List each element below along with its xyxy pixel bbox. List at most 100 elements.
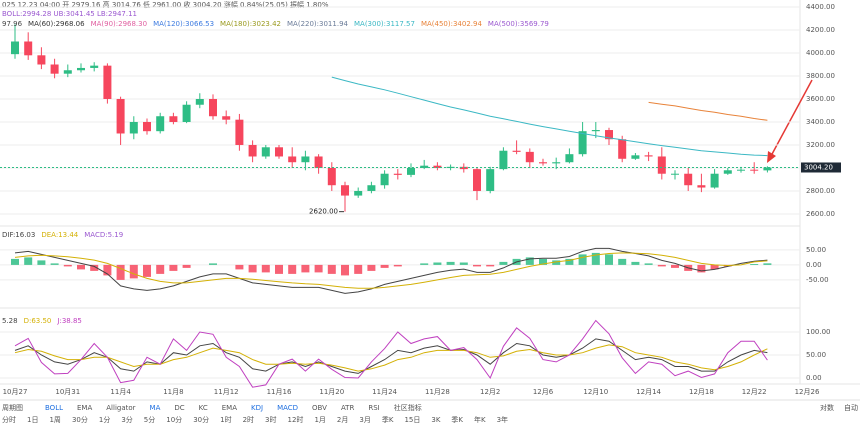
- x-tick-label: 11月16: [267, 388, 292, 396]
- x-tick-label: 12月6: [533, 388, 554, 396]
- macd-bar: [710, 264, 719, 270]
- macd-bar: [433, 262, 442, 265]
- indicator-line: [14, 344, 768, 372]
- boll-header: BOLL:2994.28 UB:3041.45 LB:2947.11: [2, 10, 137, 18]
- period-tab[interactable]: 1周: [49, 416, 60, 424]
- period-tab[interactable]: 季K: [451, 415, 463, 424]
- macd-bar: [697, 264, 706, 273]
- candle-body: [354, 190, 363, 196]
- candle-body: [459, 166, 468, 170]
- period-tab[interactable]: 30分: [193, 415, 209, 424]
- macd-bar: [182, 264, 191, 268]
- indicator-tab[interactable]: RSI: [368, 404, 379, 412]
- indicator-tab[interactable]: EMA: [222, 404, 237, 412]
- candle-body: [195, 98, 204, 105]
- period-tab[interactable]: 15日: [404, 416, 420, 424]
- indicator-tab[interactable]: KC: [199, 404, 208, 412]
- macd-bar: [539, 258, 547, 265]
- period-tab[interactable]: 3年: [497, 415, 508, 424]
- candle-body: [697, 185, 706, 188]
- candle-body: [512, 150, 521, 152]
- period-tab[interactable]: 2时: [243, 415, 254, 424]
- macd-bar: [248, 264, 257, 273]
- period-tab[interactable]: 季K: [382, 415, 394, 424]
- period-tab[interactable]: 2月: [337, 416, 348, 424]
- period-tab[interactable]: 3时: [265, 415, 276, 424]
- scale-toggle[interactable]: 对数: [820, 403, 834, 412]
- candle-body: [605, 130, 613, 140]
- period-tab[interactable]: 年K: [474, 415, 486, 424]
- indicator-tab[interactable]: KDJ: [251, 404, 263, 412]
- ohlc-header: 025 12.23 04:00 开 2979.16 高 3014.76 低 29…: [2, 0, 329, 9]
- period-tab[interactable]: 3分: [121, 415, 132, 424]
- x-tick-label: 11月4: [110, 388, 131, 396]
- macd-bar: [11, 258, 19, 265]
- candle-body: [486, 169, 495, 191]
- macd-bar: [261, 264, 270, 273]
- candle-body: [631, 155, 640, 159]
- indicator-tab[interactable]: MA: [150, 404, 161, 412]
- macd-bar: [499, 261, 508, 265]
- candle-body: [63, 70, 72, 74]
- period-tab[interactable]: 12时: [288, 415, 304, 424]
- macd-bar: [552, 260, 561, 265]
- macd-bar: [301, 264, 310, 273]
- period-tab[interactable]: 1月: [314, 416, 325, 424]
- period-tab[interactable]: 1时: [220, 415, 231, 424]
- x-tick-label: 11月24: [372, 388, 397, 396]
- candle-body: [129, 121, 138, 134]
- macd-bar: [50, 263, 59, 265]
- period-tab[interactable]: 5分: [144, 415, 155, 424]
- indicator-tab[interactable]: EMA: [77, 404, 92, 412]
- scale-toggle[interactable]: 自动: [844, 403, 858, 412]
- legend-entry: MA(120):3066.53: [153, 20, 214, 28]
- candle-body: [393, 173, 402, 175]
- indicator-tab[interactable]: ATR: [341, 404, 355, 412]
- macd-bar: [420, 263, 429, 265]
- legend-entry: MA(500):3569.79: [488, 20, 549, 28]
- candle-body: [341, 185, 349, 196]
- indicator-tab[interactable]: MACD: [277, 404, 298, 412]
- macd-bar: [327, 264, 336, 274]
- macd-bar: [459, 262, 468, 265]
- candle-body: [11, 41, 19, 55]
- period-tab[interactable]: 3K: [431, 416, 440, 424]
- y-tick-label: 4000.00: [806, 49, 835, 57]
- macd-bar: [116, 264, 125, 280]
- macd-bar: [341, 264, 349, 276]
- macd-bar: [631, 261, 640, 265]
- indicator-line: [14, 338, 768, 374]
- y-tick-label: 100.00: [806, 328, 831, 336]
- x-tick-label: 11月8: [163, 388, 183, 396]
- candle-body: [380, 173, 389, 186]
- legend-entry: J:38.85: [56, 317, 81, 325]
- last-price-tag: [801, 162, 841, 173]
- indicator-tab[interactable]: 周期图: [2, 404, 23, 412]
- indicator-tab[interactable]: Alligator: [106, 404, 135, 412]
- indicator-tab[interactable]: OBV: [312, 404, 327, 412]
- candle-body: [591, 130, 600, 132]
- indicator-tab[interactable]: BOLL: [45, 404, 63, 412]
- indicator-line: [14, 319, 768, 388]
- macd-bar: [486, 264, 495, 267]
- macd-bar: [565, 258, 574, 265]
- macd-bar: [90, 264, 99, 271]
- candle-body: [407, 167, 415, 175]
- period-tab[interactable]: 1日: [27, 416, 38, 424]
- macd-bar: [354, 264, 363, 274]
- period-tab[interactable]: 1分: [99, 415, 110, 424]
- indicator-tab[interactable]: 社区指标: [394, 403, 422, 412]
- indicator-tab[interactable]: DC: [174, 404, 184, 412]
- macd-bar: [288, 264, 297, 274]
- period-tab[interactable]: 30分: [72, 415, 88, 424]
- candle-body: [525, 151, 534, 163]
- x-tick-label: 12月10: [583, 388, 608, 396]
- candle-body: [618, 139, 627, 159]
- candle-body: [209, 98, 217, 117]
- period-tab[interactable]: 10分: [166, 415, 182, 424]
- period-tab[interactable]: 分时: [2, 415, 16, 424]
- macd-bar: [275, 264, 283, 274]
- macd-bar: [618, 258, 627, 265]
- period-tab[interactable]: 3月: [359, 416, 370, 424]
- y-tick-label: 3800.00: [806, 72, 835, 80]
